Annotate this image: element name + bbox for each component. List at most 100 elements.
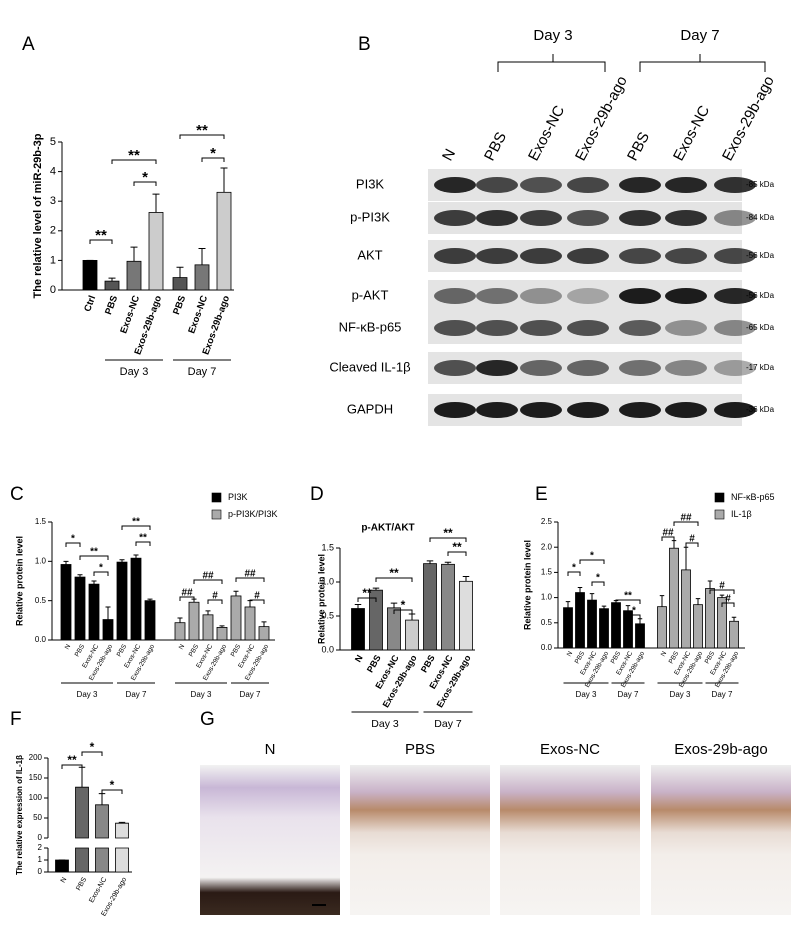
x-tick-label: N: [566, 650, 575, 658]
significance-bracket: [447, 551, 467, 556]
blot-group-bracket: [497, 54, 606, 72]
significance-label: **: [139, 533, 147, 544]
x-tick-label: PBS: [419, 653, 437, 674]
bar: [88, 583, 100, 641]
bar: [188, 601, 200, 641]
bar: [115, 822, 129, 873]
blot-band: [714, 360, 756, 376]
significance-label: **: [196, 122, 208, 139]
y-tick-label: 0: [50, 284, 56, 296]
blot-band: [476, 320, 518, 336]
significance-bracket: [567, 571, 581, 576]
significance-bracket: [81, 751, 103, 756]
x-tick-label: PBS: [103, 294, 120, 316]
error-bar: [233, 590, 239, 596]
error-bar: [220, 167, 228, 193]
blot-row-label: AKT: [357, 247, 382, 262]
significance-bracket: [685, 542, 699, 547]
bar: [172, 277, 188, 291]
blot-row-label: p-PI3K: [350, 209, 390, 224]
error-bar: [152, 193, 160, 213]
blot-band: [567, 248, 609, 264]
y-tick-label: 0.5: [35, 596, 47, 605]
blot-size-label: -85 kDa: [746, 180, 775, 189]
histology-images: [200, 765, 791, 915]
blot-band: [434, 402, 476, 418]
y-tick-label: 0: [38, 867, 43, 876]
x-tick-label: N: [660, 650, 669, 658]
significance-label: #: [689, 534, 695, 545]
significance-label: #: [212, 591, 218, 602]
bar: [230, 595, 242, 641]
bar: [82, 259, 98, 291]
y-tick-label: 1.0: [541, 593, 553, 602]
blot-band: [665, 320, 707, 336]
blot-band: [434, 320, 476, 336]
significance-bracket: [65, 542, 81, 547]
bar: [75, 786, 89, 873]
error-bar: [261, 621, 267, 627]
bar: [387, 607, 401, 651]
blot-column-label: PBS: [624, 129, 653, 163]
legend-swatch: [211, 492, 222, 503]
significance-label: **: [624, 591, 632, 602]
bar: [194, 264, 210, 291]
error-bar: [659, 595, 665, 607]
panel-label: B: [358, 34, 371, 55]
blot-band: [665, 248, 707, 264]
blot-band: [434, 288, 476, 304]
y-axis-label: The relative level of miR-29b-3p: [32, 133, 44, 298]
blot-band: [665, 210, 707, 226]
error-bar: [354, 603, 362, 609]
error-bar: [63, 560, 69, 565]
x-tick-label: Ctrl: [82, 294, 98, 313]
significance-label: *: [572, 563, 576, 574]
panel-label: E: [535, 484, 548, 505]
blot-band: [520, 248, 562, 264]
y-axis-label: The relative expression of IL-1β: [15, 755, 24, 875]
blot-band: [665, 402, 707, 418]
significance-label: *: [632, 606, 636, 617]
group-label: Day 3: [77, 690, 98, 699]
y-tick-label: 0.0: [35, 635, 47, 644]
blot-band: [434, 360, 476, 376]
bar: [216, 191, 232, 291]
blot-band: [476, 210, 518, 226]
error-bar: [91, 580, 97, 585]
x-tick-label: Exos-NC: [118, 294, 142, 335]
error-bar: [105, 606, 111, 620]
blot-band: [567, 402, 609, 418]
blot-band: [714, 177, 756, 193]
blot-band: [434, 177, 476, 193]
histology-label: Exos-29b-ago: [674, 741, 767, 758]
blot-band: [714, 210, 756, 226]
blot-band: [476, 248, 518, 264]
blot-row-label: PI3K: [356, 176, 385, 191]
legend-label: IL-1β: [731, 509, 752, 519]
error-bar: [177, 617, 183, 623]
bar: [657, 606, 667, 649]
error-bar: [683, 546, 689, 570]
bar: [148, 212, 164, 291]
error-bar: [565, 601, 571, 608]
significance-bracket: [101, 789, 123, 794]
histology-image: [500, 765, 640, 915]
significance-label: ##: [680, 513, 692, 524]
blot-band: [520, 288, 562, 304]
blot-size-label: -36 kDa: [746, 405, 775, 414]
blot-band: [665, 177, 707, 193]
y-tick-label: 1.5: [35, 517, 47, 526]
y-axis-label: Relative protein level: [14, 536, 24, 626]
y-axis-label: Relative protein level: [522, 540, 532, 630]
y-tick-label: 1.0: [321, 576, 334, 586]
blot-band: [567, 288, 609, 304]
significance-label: **: [95, 227, 107, 244]
bar: [60, 564, 72, 641]
bar: [102, 619, 114, 641]
error-bar: [426, 560, 434, 564]
bar: [587, 599, 597, 649]
y-tick-label: 1.5: [321, 542, 334, 552]
y-tick-label: 1: [38, 855, 43, 864]
x-tick-label: Exos-NC: [186, 294, 210, 335]
error-bar: [731, 616, 737, 622]
